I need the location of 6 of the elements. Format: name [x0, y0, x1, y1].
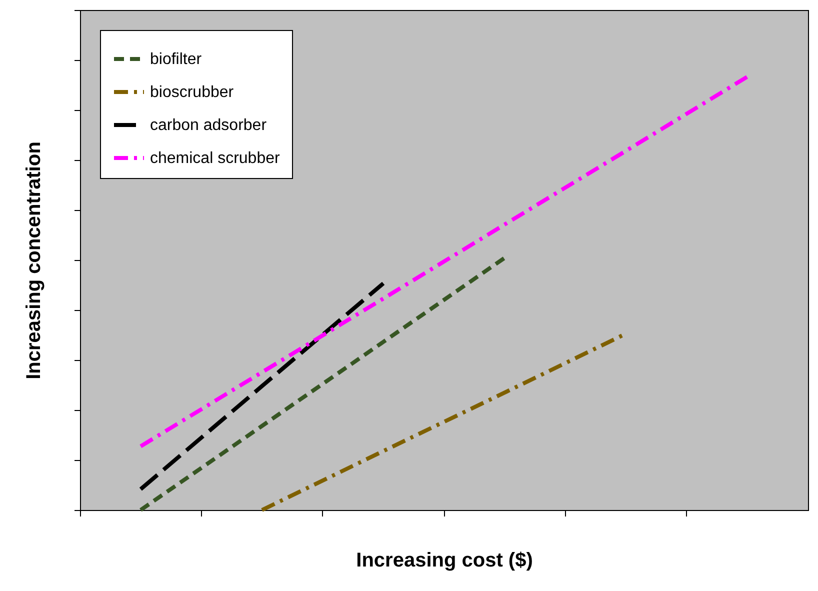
legend-label: bioscrubber [150, 84, 234, 101]
legend-label: biofilter [150, 51, 202, 68]
x-axis-title: Increasing cost ($) [356, 550, 533, 572]
y-axis-title: Increasing concentration [23, 142, 45, 380]
legend-label: carbon adsorber [150, 117, 268, 134]
legend-label: chemical scrubber [150, 150, 280, 167]
